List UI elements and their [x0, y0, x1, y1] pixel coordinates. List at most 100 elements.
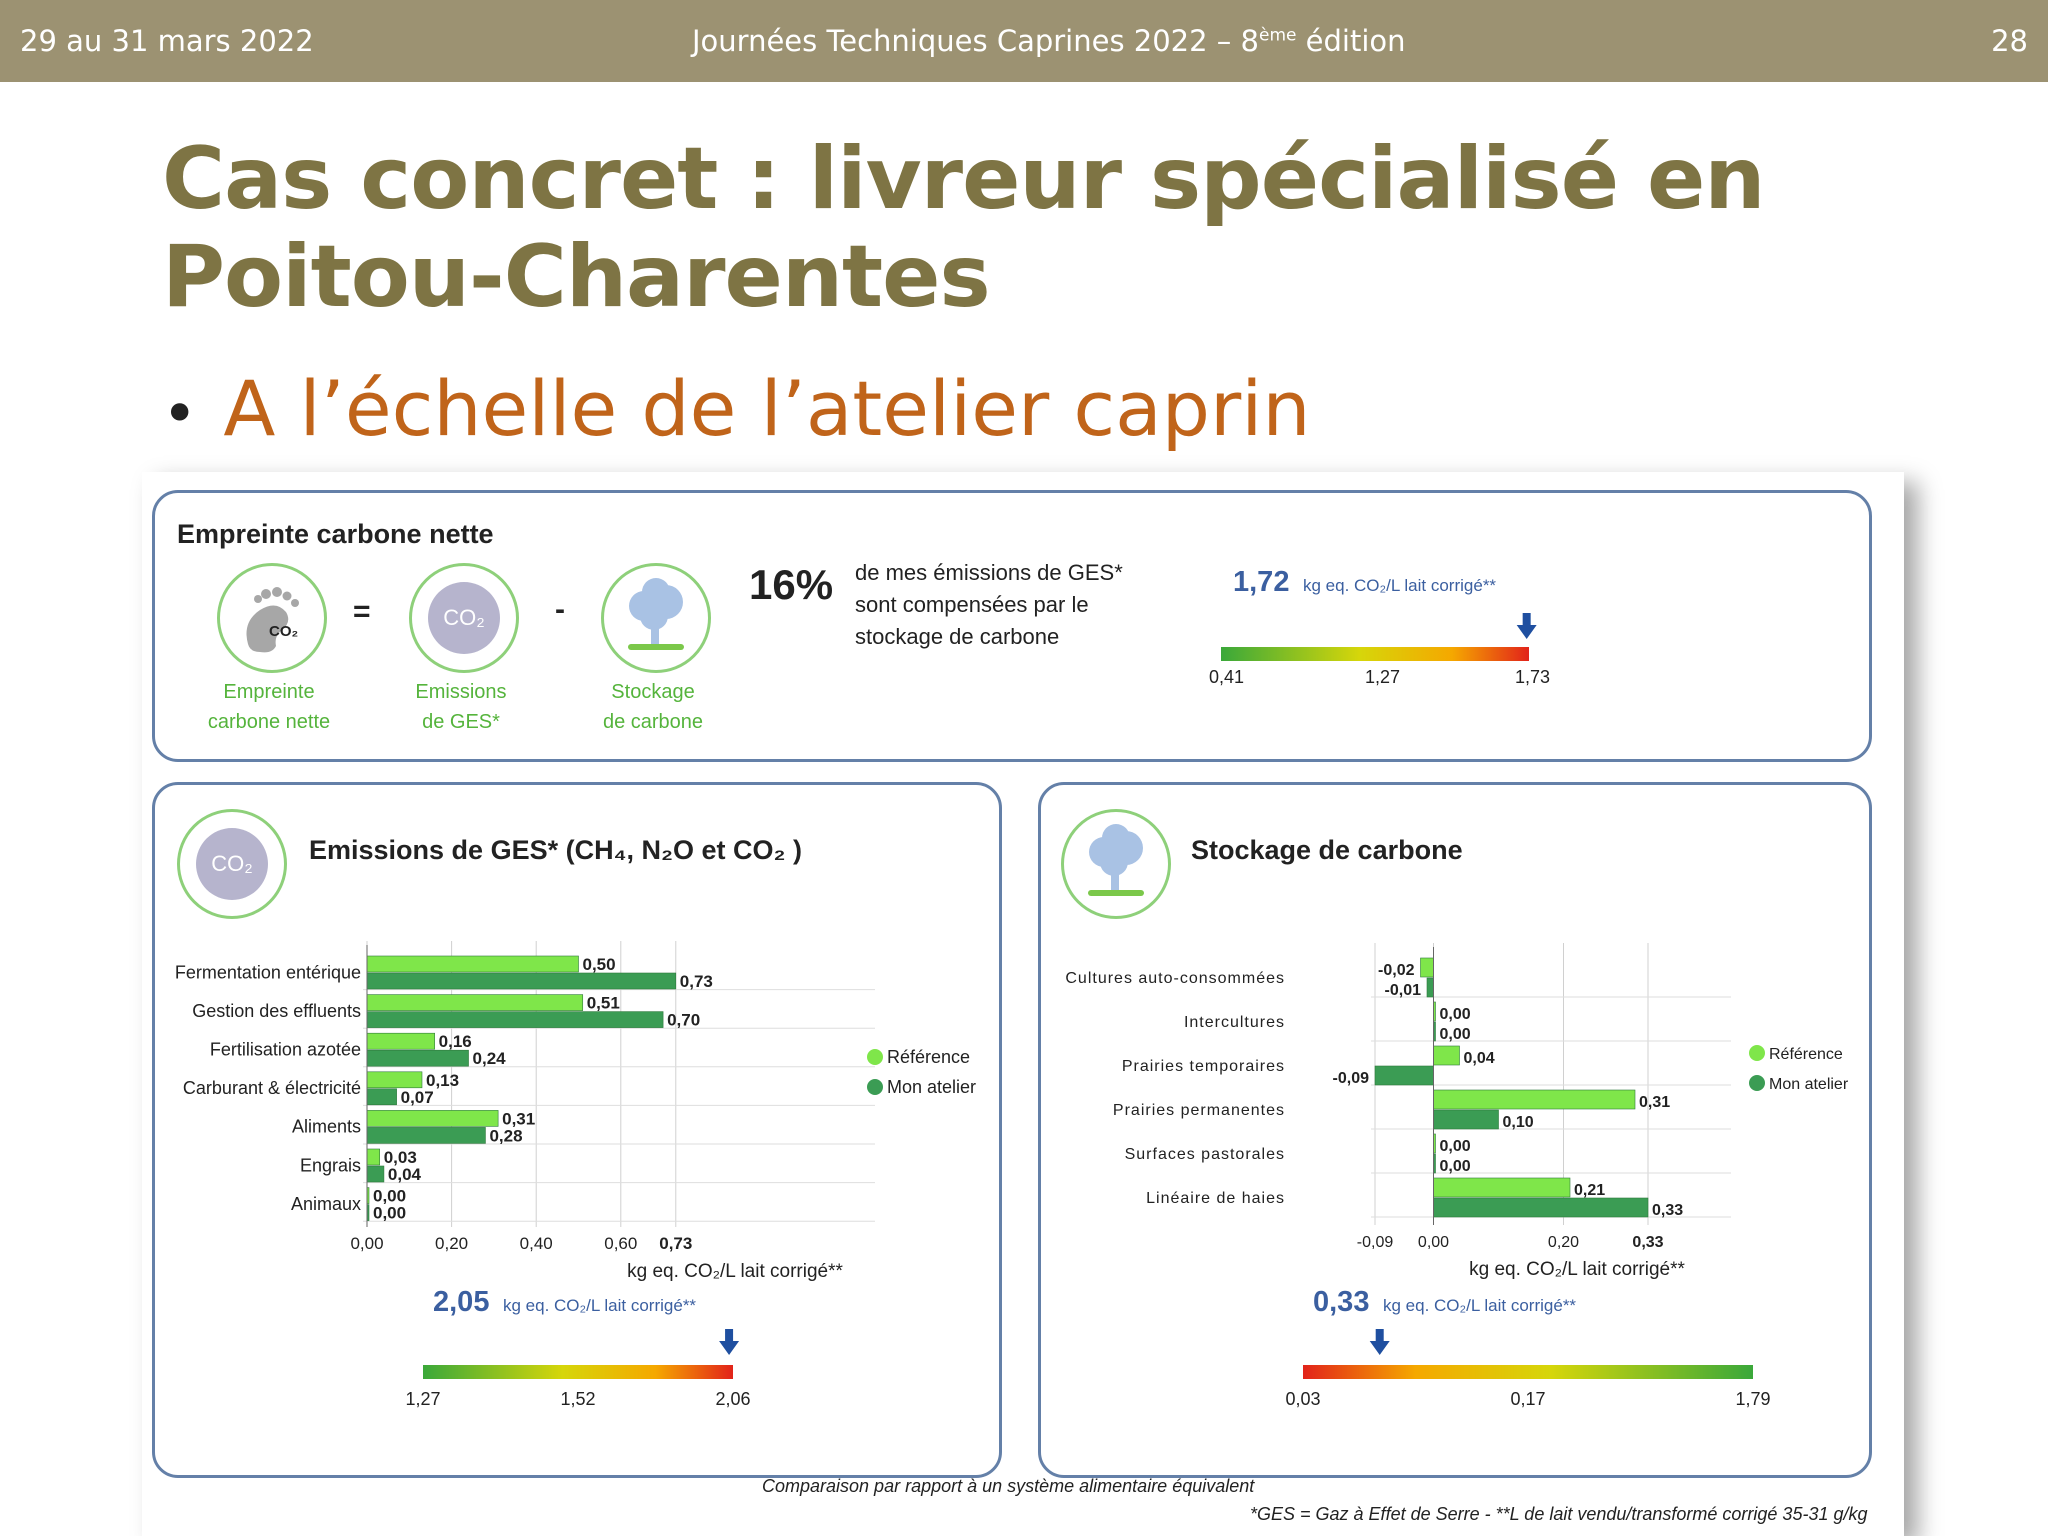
emissions-bar: [366, 1032, 435, 1050]
emissions-gauge-value: 2,05: [433, 1286, 489, 1318]
storage-value-label: -0,09: [1333, 1070, 1370, 1087]
storage-legend-label: Référence: [1769, 1046, 1843, 1063]
emissions-category-label: Aliments: [292, 1117, 361, 1137]
emissions-value-label: 0,07: [401, 1088, 434, 1107]
storage-value-label: 0,00: [1440, 1158, 1471, 1175]
footnote-definitions: *GES = Gaz à Effet de Serre - **L de lai…: [1250, 1504, 1868, 1524]
emissions-value-label: 0,24: [473, 1049, 507, 1068]
emissions-bar: [366, 1127, 486, 1144]
emissions-value-label: 0,13: [426, 1071, 459, 1090]
emissions-value-label: 0,73: [680, 972, 713, 991]
infographic: Empreinte carbone nette CO₂ = CO₂ - Empr…: [142, 472, 1904, 1536]
emissions-legend-marker: [867, 1049, 883, 1065]
net-footprint-title: Empreinte carbone nette: [177, 519, 494, 549]
net-scale-max: 1,73: [1515, 667, 1550, 687]
emissions-title: Emissions de GES* (CH₄, N₂O et CO₂ ): [309, 835, 802, 865]
minus-sign: -: [555, 593, 565, 626]
emissions-category-label: Engrais: [300, 1155, 361, 1175]
storage-panel: Stockage de carbone Cultures auto-consom…: [1038, 782, 1872, 1478]
emissions-category-label: Fertilisation azotée: [210, 1040, 361, 1060]
compensation-text: de mes émissions de GES* sont compensées…: [855, 560, 1123, 649]
storage-gauge-value: 0,33: [1313, 1286, 1369, 1318]
emissions-category-label: Gestion des effluents: [192, 1001, 361, 1021]
storage-value-label: -0,01: [1385, 982, 1422, 999]
bullet-point: • A l’échelle de l’atelier caprin: [162, 364, 1311, 453]
net-scale-mid: 1,27: [1365, 667, 1400, 687]
co2-cloud-icon: CO₂: [196, 828, 268, 900]
svg-text:CO₂: CO₂: [269, 623, 298, 640]
storage-bar: [1426, 977, 1434, 998]
storage-value-label: 0,33: [1652, 1202, 1683, 1219]
storage-gauge-unit: kg eq. CO₂/L lait corrigé**: [1383, 1296, 1576, 1315]
tree-icon: [1088, 824, 1144, 896]
equals-sign: =: [353, 595, 371, 628]
emissions-tick-label: 0,40: [520, 1234, 553, 1253]
storage-category-label: Cultures auto-consommées: [1065, 970, 1285, 987]
storage-bar: [1433, 1045, 1460, 1066]
emissions-value-label: 0,16: [439, 1032, 472, 1051]
emissions-gauge-marker: [719, 1329, 740, 1355]
header-bar: 29 au 31 mars 2022 Journées Techniques C…: [0, 0, 2048, 82]
header-event: Journées Techniques Caprines 2022 – 8ème…: [692, 24, 1406, 58]
emissions-gauge-unit: kg eq. CO₂/L lait corrigé**: [503, 1296, 696, 1315]
storage-gauge-scale-label: 0,03: [1285, 1389, 1320, 1409]
storage-category-label: Prairies permanentes: [1113, 1102, 1285, 1119]
storage-bar: [1433, 1177, 1571, 1198]
emissions-panel: CO₂ Emissions de GES* (CH₄, N₂O et CO₂ )…: [152, 782, 1002, 1478]
storage-value-label: -0,02: [1378, 962, 1415, 979]
emissions-legend-marker: [867, 1079, 883, 1095]
net-gauge: 1,72 kg eq. CO₂/L lait corrigé** 0,41 1,…: [1209, 566, 1550, 687]
storage-title: Stockage de carbone: [1191, 835, 1463, 865]
storage-circle: [601, 563, 711, 673]
emissions-value-label: 0,31: [502, 1109, 535, 1128]
storage-category-label: Prairies temporaires: [1122, 1058, 1285, 1075]
net-gauge-bar: [1221, 647, 1529, 661]
storage-value-label: 0,00: [1440, 1026, 1471, 1043]
storage-bar: [1420, 957, 1434, 978]
net-gauge-marker: [1516, 613, 1537, 639]
storage-tick-label: 0,20: [1548, 1234, 1579, 1251]
emissions-legend-label: Mon atelier: [887, 1077, 976, 1097]
storage-value-label: 0,21: [1574, 1182, 1605, 1199]
emissions-bar: [366, 1165, 385, 1183]
emissions-panel-circle: CO₂: [177, 809, 287, 919]
storage-value-label: 0,10: [1503, 1114, 1534, 1131]
net-value: 1,72: [1233, 566, 1289, 598]
emissions-value-label: 0,04: [388, 1165, 422, 1184]
emissions-value-label: 0,00: [373, 1204, 406, 1223]
emissions-value-label: 0,00: [373, 1187, 406, 1206]
storage-gauge-bar: [1303, 1365, 1753, 1379]
emissions-gauge-bar: [423, 1365, 733, 1379]
storage-bar: [1433, 1109, 1499, 1130]
footprint-icon: CO₂: [246, 587, 299, 653]
storage-gauge-scale-label: 1,79: [1735, 1389, 1770, 1409]
emissions-value-label: 0,70: [667, 1011, 700, 1030]
page-number: 28: [1991, 24, 2028, 58]
storage-legend-label: Mon atelier: [1769, 1076, 1849, 1093]
footprint-label: Empreinte carbone nette: [207, 681, 331, 733]
bullet-text: A l’échelle de l’atelier caprin: [223, 364, 1311, 453]
emissions-value-label: 0,03: [384, 1148, 417, 1167]
storage-category-label: Linéaire de haies: [1146, 1190, 1285, 1207]
emissions-bar: [366, 1110, 499, 1127]
emissions-legend-label: Référence: [887, 1047, 970, 1067]
storage-category-label: Surfaces pastorales: [1125, 1146, 1285, 1163]
emissions-bar: [366, 1011, 664, 1028]
title-line-2: Poitou-Charentes: [162, 227, 991, 327]
bullet-dot: •: [162, 379, 198, 449]
storage-tick-label: -0,09: [1357, 1234, 1394, 1251]
storage-gauge-scale-label: 0,17: [1510, 1389, 1545, 1409]
storage-tick-label: 0,00: [1418, 1234, 1449, 1251]
emissions-value-label: 0,28: [489, 1126, 522, 1145]
emissions-bar: [366, 1049, 469, 1067]
storage-bar: [1433, 1089, 1636, 1110]
emissions-value-label: 0,50: [583, 955, 616, 974]
tree-icon: [628, 578, 684, 650]
storage-xlabel: kg eq. CO₂/L lait corrigé**: [1469, 1259, 1685, 1280]
footnote-comparison: Comparaison par rapport à un système ali…: [762, 1476, 1255, 1496]
storage-panel-circle: [1061, 809, 1171, 919]
footprint-circle: CO₂: [217, 563, 327, 673]
net-unit: kg eq. CO₂/L lait corrigé**: [1303, 576, 1496, 595]
emissions-gauge-scale-label: 2,06: [715, 1389, 750, 1409]
storage-legend-marker: [1749, 1045, 1765, 1061]
